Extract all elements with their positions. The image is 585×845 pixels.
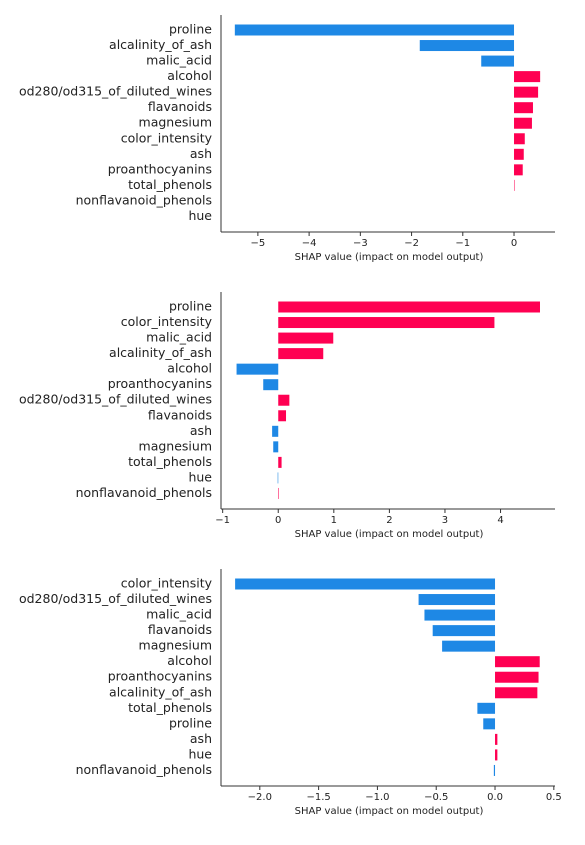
bar bbox=[273, 441, 279, 453]
category-label: alcalinity_of_ash bbox=[109, 684, 212, 699]
x-tick-label: 2 bbox=[386, 515, 392, 526]
x-tick-label: −1.0 bbox=[365, 792, 389, 803]
category-label: alcalinity_of_ash bbox=[109, 345, 212, 360]
x-tick-label: 0 bbox=[511, 238, 517, 249]
category-label: color_intensity bbox=[121, 314, 213, 329]
category-label: flavanoids bbox=[148, 407, 212, 422]
category-label: proanthocyanins bbox=[108, 669, 212, 684]
bar bbox=[278, 487, 279, 499]
category-label: nonflavanoid_phenols bbox=[76, 762, 212, 777]
category-label: malic_acid bbox=[146, 607, 212, 622]
x-tick-label: −1 bbox=[215, 515, 230, 526]
x-tick-label: 0.5 bbox=[546, 792, 562, 803]
bar bbox=[278, 394, 290, 406]
category-label: hue bbox=[188, 469, 212, 484]
bar bbox=[418, 594, 496, 606]
bar bbox=[483, 718, 496, 730]
x-tick-label: 1 bbox=[331, 515, 337, 526]
category-label: total_phenols bbox=[128, 177, 212, 192]
bar bbox=[514, 164, 523, 176]
bar bbox=[278, 410, 287, 422]
category-label: magnesium bbox=[139, 115, 212, 130]
x-tick-label: −4 bbox=[302, 238, 317, 249]
category-label: alcohol bbox=[167, 653, 212, 668]
category-label: nonflavanoid_phenols bbox=[76, 485, 212, 500]
category-label: od280/od315_of_diluted_wines bbox=[19, 392, 212, 407]
category-label: alcohol bbox=[167, 68, 212, 83]
bar bbox=[514, 71, 541, 83]
bar bbox=[419, 40, 515, 52]
category-label: magnesium bbox=[139, 638, 212, 653]
bar bbox=[477, 702, 496, 714]
category-label: alcalinity_of_ash bbox=[109, 37, 212, 52]
category-label: ash bbox=[190, 423, 212, 438]
bar bbox=[278, 348, 324, 360]
category-label: magnesium bbox=[139, 438, 212, 453]
bar bbox=[495, 733, 498, 745]
bar bbox=[495, 656, 540, 668]
category-label: proline bbox=[169, 715, 212, 730]
bar bbox=[495, 749, 498, 761]
category-label: total_phenols bbox=[128, 700, 212, 715]
category-label: malic_acid bbox=[146, 53, 212, 68]
bar bbox=[272, 425, 279, 437]
bar bbox=[495, 671, 539, 683]
x-axis-label: SHAP value (impact on model output) bbox=[295, 252, 484, 263]
x-tick-label: 4 bbox=[497, 515, 503, 526]
bar bbox=[278, 456, 282, 468]
category-label: ash bbox=[190, 731, 212, 746]
category-label: total_phenols bbox=[128, 454, 212, 469]
category-label: od280/od315_of_diluted_wines bbox=[19, 591, 212, 606]
bar bbox=[493, 764, 496, 776]
bar bbox=[263, 379, 279, 391]
x-tick-label: −3 bbox=[353, 238, 368, 249]
bar bbox=[495, 687, 538, 699]
category-label: hue bbox=[188, 746, 212, 761]
bar bbox=[514, 102, 533, 114]
bar bbox=[278, 301, 540, 313]
x-axis-label: SHAP value (impact on model output) bbox=[295, 806, 484, 817]
bar bbox=[234, 24, 515, 36]
bar bbox=[236, 363, 279, 375]
bar bbox=[514, 117, 532, 129]
bar bbox=[235, 578, 496, 590]
bar bbox=[481, 55, 515, 67]
category-label: hue bbox=[188, 208, 212, 223]
bar bbox=[514, 148, 524, 160]
category-label: flavanoids bbox=[148, 99, 212, 114]
category-label: proline bbox=[169, 22, 212, 37]
category-label: proline bbox=[169, 299, 212, 314]
x-tick-label: 0.0 bbox=[487, 792, 503, 803]
bar bbox=[432, 625, 496, 637]
x-tick-label: −2 bbox=[404, 238, 419, 249]
category-label: od280/od315_of_diluted_wines bbox=[19, 84, 212, 99]
bar bbox=[514, 133, 525, 145]
x-tick-label: 0 bbox=[275, 515, 281, 526]
bar bbox=[277, 472, 279, 484]
category-label: color_intensity bbox=[121, 576, 213, 591]
x-tick-label: −2.0 bbox=[248, 792, 272, 803]
x-axis-label: SHAP value (impact on model output) bbox=[295, 529, 484, 540]
x-tick-label: −1.5 bbox=[306, 792, 330, 803]
bar bbox=[442, 640, 496, 652]
category-label: flavanoids bbox=[148, 622, 212, 637]
category-label: malic_acid bbox=[146, 330, 212, 345]
category-label: ash bbox=[190, 146, 212, 161]
bar bbox=[278, 317, 495, 329]
bar bbox=[514, 179, 515, 191]
category-label: color_intensity bbox=[121, 130, 213, 145]
x-tick-label: −1 bbox=[455, 238, 470, 249]
bar bbox=[514, 86, 539, 98]
category-label: proanthocyanins bbox=[108, 376, 212, 391]
x-tick-label: 3 bbox=[442, 515, 448, 526]
bar bbox=[424, 609, 496, 621]
category-label: alcohol bbox=[167, 361, 212, 376]
category-label: nonflavanoid_phenols bbox=[76, 192, 212, 207]
category-label: proanthocyanins bbox=[108, 161, 212, 176]
bar bbox=[278, 332, 334, 344]
x-tick-label: −5 bbox=[251, 238, 266, 249]
x-tick-label: −0.5 bbox=[424, 792, 448, 803]
